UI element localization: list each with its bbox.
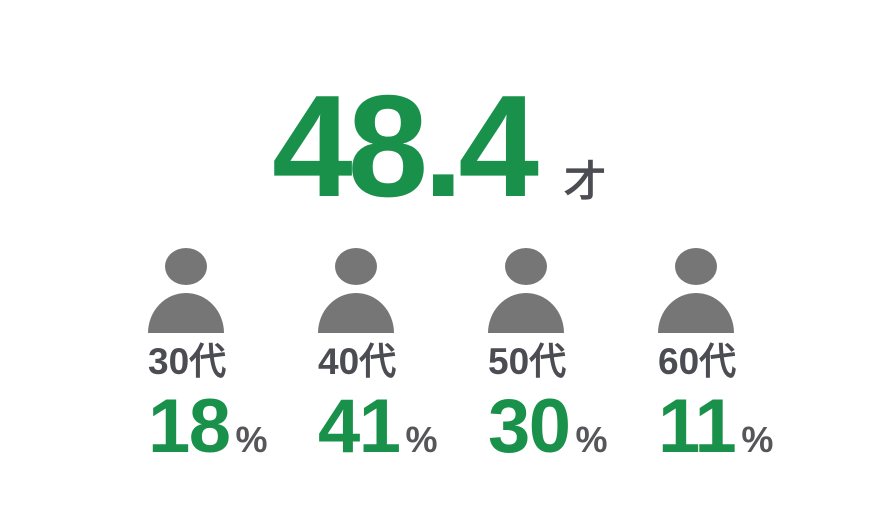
age-group-label: 60代 bbox=[658, 341, 737, 382]
percent-group: 41 % bbox=[318, 389, 438, 465]
percent-value: 41 bbox=[318, 384, 401, 469]
headline-value: 48.4 bbox=[272, 65, 539, 227]
percent-value: 30 bbox=[488, 384, 571, 469]
person-icon bbox=[658, 248, 734, 333]
age-columns: 30代 18 % 40代 41 % 50代 30 bbox=[16, 248, 878, 465]
age-column-60s: 60代 11 % bbox=[658, 248, 773, 465]
person-icon bbox=[318, 248, 394, 333]
percent-value: 18 bbox=[148, 384, 231, 469]
person-icon bbox=[148, 248, 224, 333]
person-icon-body bbox=[148, 293, 224, 333]
person-icon-head bbox=[675, 248, 717, 285]
age-column-40s: 40代 41 % bbox=[318, 248, 438, 465]
age-column-30s: 30代 18 % bbox=[148, 248, 268, 465]
headline-unit: 才 bbox=[563, 158, 606, 205]
age-group-label: 50代 bbox=[488, 341, 567, 382]
person-icon-head bbox=[165, 248, 207, 285]
person-icon-head bbox=[505, 248, 547, 285]
percent-sign: % bbox=[741, 419, 774, 460]
person-icon-head bbox=[335, 248, 377, 285]
headline: 48.4 才 bbox=[0, 0, 878, 219]
person-icon-body bbox=[488, 293, 564, 333]
percent-value: 11 bbox=[658, 384, 737, 469]
age-group-label: 40代 bbox=[318, 341, 397, 382]
percent-group: 11 % bbox=[658, 389, 773, 465]
percent-group: 18 % bbox=[148, 389, 268, 465]
percent-sign: % bbox=[575, 419, 608, 460]
percent-group: 30 % bbox=[488, 389, 608, 465]
person-icon-body bbox=[658, 293, 734, 333]
age-group-label: 30代 bbox=[148, 341, 227, 382]
person-icon bbox=[488, 248, 564, 333]
percent-sign: % bbox=[235, 419, 268, 460]
age-column-50s: 50代 30 % bbox=[488, 248, 608, 465]
percent-sign: % bbox=[405, 419, 438, 460]
person-icon-body bbox=[318, 293, 394, 333]
